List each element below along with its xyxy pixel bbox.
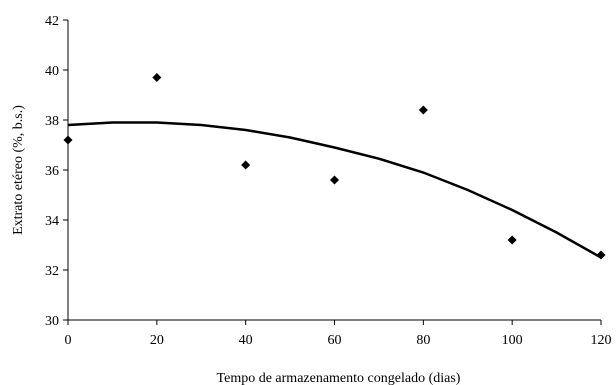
data-points [63,73,606,260]
y-axis-ticks: 30 32 34 36 38 40 42 [45,14,68,329]
y-tick-label: 40 [45,64,59,79]
data-point-marker [241,160,251,170]
x-tick-label: 60 [328,333,342,348]
x-tick-label: 80 [416,333,430,348]
y-tick-label: 34 [45,214,59,229]
y-axis-title: Extrato etéreo (%, b.s.) [11,105,26,235]
y-tick-label: 30 [45,314,59,329]
data-point-marker [507,235,517,245]
x-tick-label: 100 [502,333,523,348]
y-tick-label: 42 [45,14,59,29]
x-tick-label: 0 [65,333,72,348]
data-point-marker [418,105,428,115]
x-tick-label: 20 [150,333,164,348]
data-point-marker [330,175,339,185]
x-axis-ticks: 0 20 40 60 80 100 120 [65,320,612,348]
data-point-marker [63,135,73,145]
x-axis-title: Tempo de armazenamento congelado (dias) [217,371,461,385]
data-point-marker [152,73,162,82]
x-tick-label: 40 [239,333,253,348]
data-point-marker [596,250,606,260]
y-tick-label: 38 [45,114,59,129]
y-tick-label: 36 [45,164,59,179]
y-tick-label: 32 [45,264,59,279]
trend-line [67,121,602,259]
x-tick-label: 120 [591,333,612,348]
